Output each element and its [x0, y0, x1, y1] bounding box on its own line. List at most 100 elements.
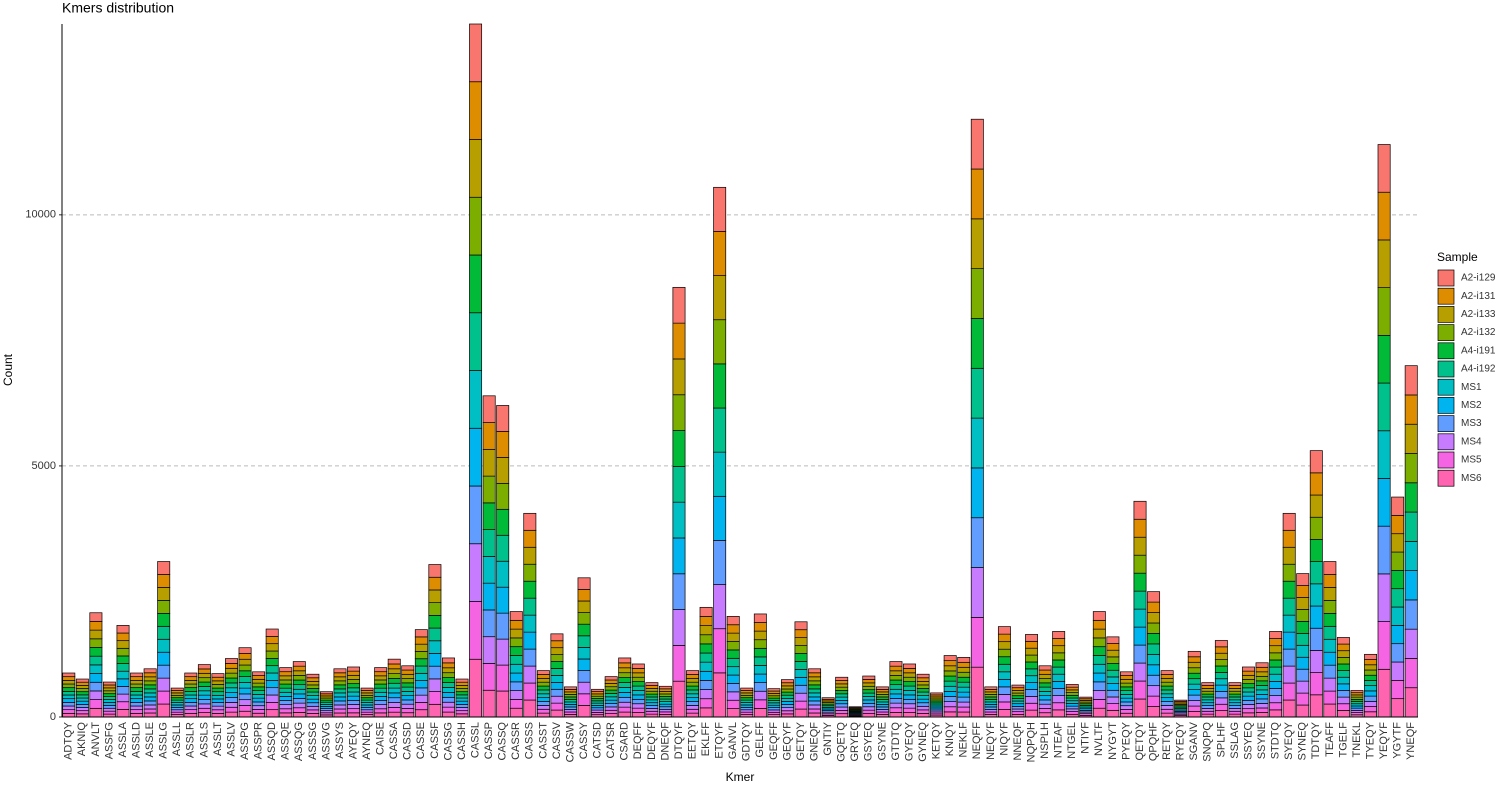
bar-segment: [808, 688, 822, 694]
bar-segment: [1255, 698, 1269, 704]
bar-segment: [265, 636, 279, 645]
bar-segment: [184, 705, 198, 711]
bar-segment: [1160, 712, 1174, 718]
bar-segment: [442, 682, 455, 688]
bar-segment: [360, 707, 374, 711]
bar-segment: [347, 679, 360, 685]
bar-segment: [130, 679, 144, 685]
x-tick-label: ASSYS: [334, 722, 346, 759]
bar-segment: [1011, 690, 1025, 694]
bar-segment: [957, 661, 971, 668]
bar-segment: [414, 702, 428, 711]
bar-segment: [157, 677, 171, 692]
x-tick-label: SSYEQ: [1242, 722, 1254, 760]
bar-segment: [1038, 682, 1052, 688]
legend-swatch: [1437, 324, 1455, 341]
bar-segment: [1092, 646, 1106, 656]
bar-segment: [414, 658, 428, 667]
x-tick-label: GNEQF: [808, 722, 820, 761]
bar-segment: [347, 666, 360, 672]
bar-segment: [252, 712, 266, 718]
bar-segment: [496, 534, 510, 562]
bar-segment: [564, 686, 577, 690]
bar-segment: [658, 696, 672, 700]
bar-segment: [1269, 695, 1283, 704]
bar-segment: [564, 709, 577, 713]
bar-segment: [1120, 697, 1133, 703]
bar-segment: [469, 196, 483, 256]
bar-segment: [469, 23, 483, 83]
bar-segment: [1391, 606, 1405, 626]
bar-segment: [401, 682, 415, 688]
bar-segment: [197, 686, 211, 692]
bar-segment: [699, 652, 713, 663]
bar-segment: [862, 696, 876, 701]
bar-segment: [1296, 656, 1310, 670]
bar-segment: [292, 684, 306, 690]
bar-segment: [279, 683, 293, 689]
bar-segment: [306, 673, 320, 679]
bar-segment: [984, 686, 998, 690]
bar-segment: [997, 656, 1011, 665]
bar-segment: [1242, 670, 1255, 676]
bar-segment: [1404, 658, 1418, 689]
bar-segment: [658, 693, 672, 697]
bar-segment: [333, 684, 347, 690]
bar-segment: [62, 712, 76, 718]
bar-segment: [1377, 621, 1391, 670]
bar-segment: [143, 704, 157, 710]
bar-segment: [306, 695, 320, 700]
x-tick-label: ASSLR: [185, 722, 197, 758]
bar-segment: [1011, 684, 1025, 689]
bar-segment: [564, 706, 577, 710]
bar-segment: [509, 690, 523, 700]
bar-segment: [1336, 663, 1350, 671]
bar-segment: [1228, 702, 1242, 706]
bar-segment: [564, 704, 577, 708]
bar-segment: [1296, 692, 1310, 706]
bar-segment: [997, 709, 1011, 718]
bar-segment: [116, 655, 130, 664]
bar-segment: [753, 690, 767, 701]
bar-segment: [414, 629, 428, 638]
bar-segment: [618, 687, 632, 693]
bar-segment: [984, 691, 998, 695]
bar-segment: [794, 653, 808, 662]
bar-segment: [672, 466, 686, 503]
x-tick-label: SPLHF: [1215, 722, 1227, 758]
bar-segment: [89, 647, 103, 657]
bar-segment: [794, 700, 808, 710]
x-tick-label: CASSL: [469, 722, 481, 758]
bar-segment: [713, 407, 727, 453]
x-tick-label: ASSLD: [130, 722, 142, 758]
bar-segment: [333, 692, 347, 698]
bar-segment: [143, 700, 157, 706]
bar-segment: [1364, 695, 1377, 702]
legend-label: A2-i132: [1461, 327, 1496, 338]
bar-segment: [1133, 590, 1147, 610]
bar-segment: [1092, 611, 1106, 621]
bar-segment: [903, 703, 916, 709]
bar-segment: [116, 701, 130, 710]
bar-segment: [740, 694, 754, 699]
bar-segment: [75, 688, 89, 693]
bar-segment: [455, 691, 469, 696]
bar-segment: [577, 705, 591, 718]
x-tick-label: ASSQD: [266, 722, 278, 761]
bar-segment: [1404, 628, 1418, 659]
x-tick-label: TYEQY: [1364, 721, 1376, 759]
bar-segment: [401, 678, 415, 684]
bar-segment: [997, 633, 1011, 643]
bar-segment: [875, 711, 889, 715]
bar-segment: [1025, 675, 1038, 683]
bar-segment: [781, 694, 794, 699]
bar-segment: [279, 708, 293, 714]
bar-segment: [509, 619, 523, 630]
bar-segment: [1242, 712, 1255, 718]
bar-segment: [170, 699, 184, 703]
bar-segment: [1296, 644, 1310, 658]
bar-segment: [143, 680, 157, 686]
bar-segment: [482, 422, 496, 450]
bar-segment: [197, 707, 211, 713]
